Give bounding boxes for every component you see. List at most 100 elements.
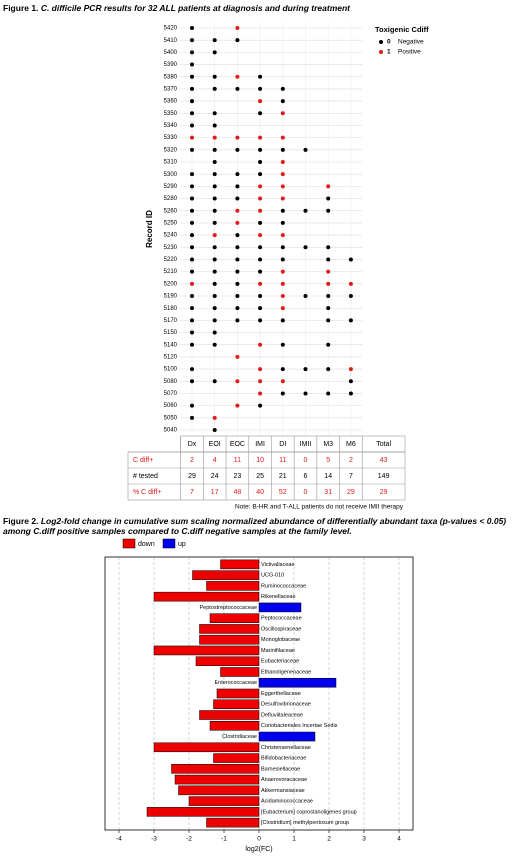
y-tick-label: 5200 — [164, 281, 178, 287]
dot — [258, 74, 263, 79]
category-label: [Clostridium] methylpentosum group — [261, 820, 349, 826]
table-cell: 10 — [256, 457, 264, 464]
y-tick-label: 5400 — [164, 50, 178, 56]
dot — [326, 196, 331, 201]
category-label: Anaerovoracaceae — [261, 777, 307, 783]
dot — [348, 257, 353, 262]
dot — [212, 294, 217, 298]
y-tick-label: 5140 — [164, 342, 178, 348]
table-header: Dx — [188, 441, 197, 448]
y-tick-label: 5120 — [164, 354, 178, 360]
bar — [199, 634, 260, 645]
figure-label: Figure 2. — [3, 516, 39, 526]
dot — [212, 330, 217, 335]
x-tick-label: -3 — [151, 836, 157, 843]
category-label: Rikenellaceae — [261, 594, 296, 600]
table-cell: 24 — [211, 473, 219, 480]
dot — [212, 318, 217, 323]
dot — [258, 147, 263, 152]
figure-caption: C. difficile PCR results for 32 ALL pati… — [40, 3, 351, 13]
dot — [190, 367, 194, 372]
dot — [348, 391, 353, 396]
dot — [212, 306, 217, 311]
y-tick-label: 5230 — [164, 245, 178, 251]
bar — [174, 774, 260, 785]
dot — [258, 294, 263, 298]
dot — [190, 281, 194, 286]
dot — [190, 135, 194, 140]
category-label: Defluviitaleaceae — [261, 712, 303, 718]
table-header: M6 — [346, 441, 356, 448]
table-cell: 43 — [380, 457, 388, 464]
bar — [188, 796, 260, 806]
legend-swatch — [122, 538, 136, 549]
dot — [235, 26, 240, 30]
dot — [190, 342, 194, 347]
dot — [190, 111, 194, 116]
dot — [280, 160, 285, 164]
dot — [190, 74, 194, 79]
bar — [220, 559, 260, 570]
dot — [326, 391, 331, 396]
dot — [280, 208, 285, 213]
y-tick-label: 5240 — [164, 233, 178, 239]
y-tick-label: 5260 — [164, 208, 178, 214]
bar — [213, 753, 260, 763]
dot — [212, 379, 217, 384]
dot — [258, 318, 263, 323]
dot — [190, 123, 194, 128]
table-cell: 14 — [324, 473, 332, 480]
dot — [212, 184, 217, 189]
category-label: Acidaminococcaceae — [261, 799, 313, 805]
legend-code: 0 — [387, 39, 391, 46]
dot — [212, 269, 217, 274]
dot — [212, 233, 217, 238]
dot — [235, 208, 240, 213]
dot — [303, 147, 308, 152]
category-label: [Eubacterium] coprostanoligenes group — [261, 809, 357, 815]
figure-label: Figure 1. — [3, 3, 39, 13]
dot — [348, 294, 353, 298]
table-row-label: # tested — [133, 473, 158, 480]
y-tick-label: 5410 — [164, 38, 178, 44]
legend-dot — [379, 40, 383, 44]
x-tick-label: -1 — [221, 836, 227, 843]
dot — [235, 403, 240, 408]
dot — [326, 294, 331, 298]
category-label: Eggerthellaceae — [261, 691, 301, 697]
dot — [326, 257, 331, 262]
dot — [326, 184, 331, 189]
bar — [146, 807, 260, 817]
dot — [212, 208, 217, 213]
category-label: Peptostreptococcaceae — [200, 605, 257, 611]
dot — [326, 367, 331, 372]
y-tick-label: 5210 — [164, 269, 178, 275]
y-tick-label: 5150 — [164, 330, 178, 336]
bar — [195, 656, 260, 666]
table-cell: 2 — [349, 457, 353, 464]
dot — [235, 257, 240, 262]
table-row-label: % C diff+ — [133, 489, 161, 496]
dot — [303, 391, 308, 396]
dot — [303, 367, 308, 372]
dot — [303, 245, 308, 250]
dot — [280, 391, 285, 396]
y-tick-label: 5170 — [164, 318, 178, 324]
dot — [212, 196, 217, 201]
dot — [258, 367, 263, 372]
table-cell: 31 — [324, 489, 332, 496]
y-tick-label: 5330 — [164, 135, 178, 141]
dot — [212, 245, 217, 250]
plot-frame — [104, 556, 414, 831]
table-cell: 0 — [304, 457, 308, 464]
dot — [280, 342, 285, 347]
category-label: Monoglobaceae — [261, 637, 300, 643]
y-tick-label: 5340 — [164, 123, 178, 129]
dot — [326, 281, 331, 286]
dot — [258, 160, 263, 164]
category-label: Ethanoligenenaceae — [261, 669, 311, 675]
dot — [280, 233, 285, 238]
dot — [280, 281, 285, 286]
table-cell: 25 — [256, 473, 264, 480]
